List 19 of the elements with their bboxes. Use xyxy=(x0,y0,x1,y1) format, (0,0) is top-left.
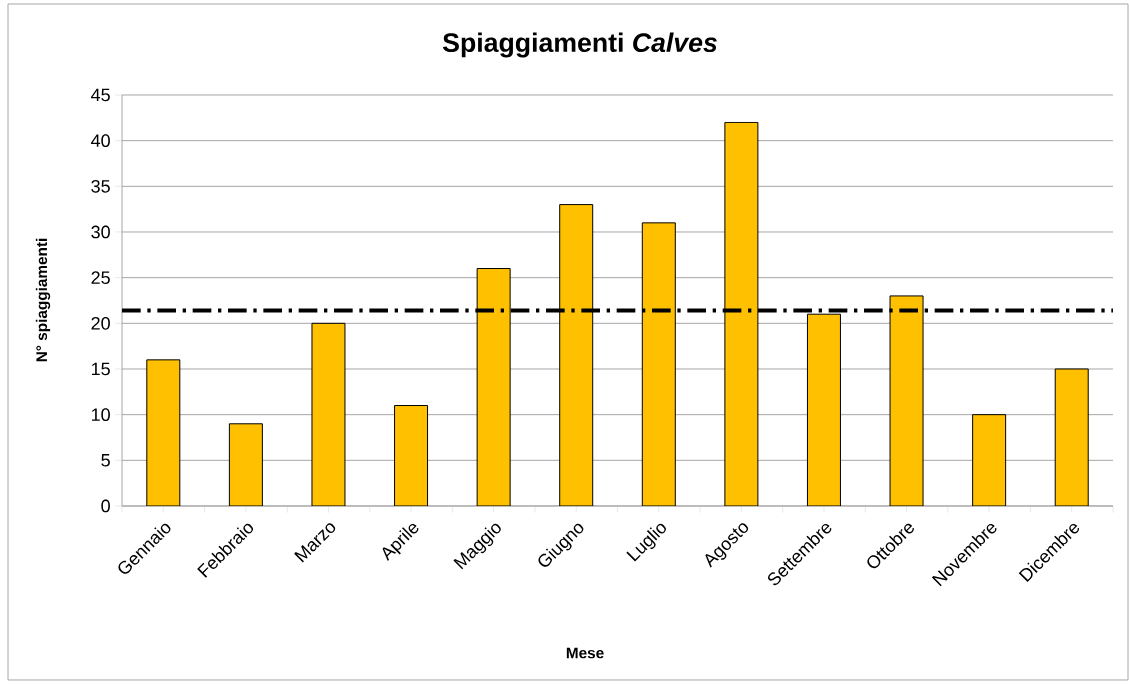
y-tick-label: 5 xyxy=(101,454,110,467)
y-tick-label: 10 xyxy=(91,408,110,422)
y-tick-label: 30 xyxy=(91,225,110,239)
bar xyxy=(1054,368,1089,506)
y-tick-label: 45 xyxy=(91,88,110,102)
y-tick-label: 40 xyxy=(91,134,110,148)
x-axis-title: Mese xyxy=(566,647,604,659)
bar xyxy=(972,414,1007,506)
bar xyxy=(311,322,346,506)
bar xyxy=(394,405,429,506)
y-tick-label: 20 xyxy=(91,316,110,330)
bar xyxy=(228,423,263,506)
bar xyxy=(146,359,181,506)
y-tick-label: 15 xyxy=(91,362,110,376)
chart-title: Spiaggiamenti Calves xyxy=(442,32,717,58)
y-tick-label: 35 xyxy=(91,179,110,193)
y-tick-label: 0 xyxy=(101,499,110,513)
y-tick-label: 25 xyxy=(91,271,110,285)
y-axis-title: N° spiaggiamenti xyxy=(35,238,51,362)
